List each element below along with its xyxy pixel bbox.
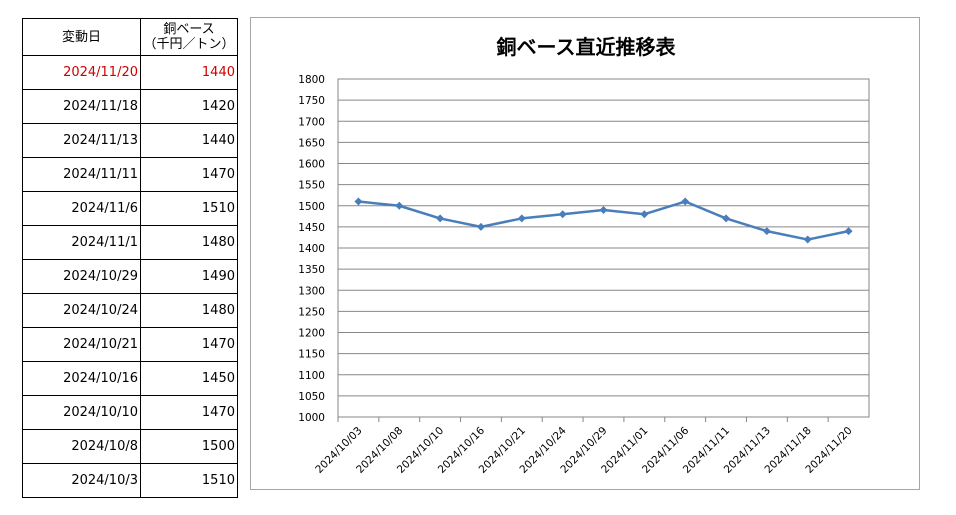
row-price: 1480 [140,225,238,260]
row-date: 2024/10/10 [22,395,141,430]
y-tick-label: 1400 [298,243,325,255]
table-row: 2024/11/20 1440 [22,55,238,90]
table-row: 2024/11/13 1440 [22,123,238,158]
y-tick-label: 1000 [298,412,325,424]
y-tick-label: 1450 [298,222,325,234]
row-price: 1420 [140,89,238,124]
row-price: 1440 [140,55,238,90]
data-point [395,201,404,210]
data-point [762,227,771,236]
header-price-line1: 銅ベース [163,22,215,37]
row-price: 1510 [140,191,238,226]
row-date: 2024/11/1 [22,225,141,260]
row-date: 2024/11/11 [22,157,141,192]
row-price: 1470 [140,395,238,430]
row-price: 1490 [140,259,238,294]
chart-title: 銅ベース直近推移表 [497,35,677,59]
table-row: 2024/10/29 1490 [22,259,238,294]
table-header-row: 変動日 銅ベース （千円／トン） [22,18,238,56]
data-point [681,197,690,206]
data-point [722,214,731,223]
row-date: 2024/11/13 [22,123,141,158]
row-date: 2024/10/21 [22,327,141,362]
y-tick-label: 1550 [298,180,325,192]
header-price-line2: （千円／トン） [143,37,235,52]
table-row: 2024/11/18 1420 [22,89,238,124]
row-date: 2024/10/8 [22,429,141,464]
row-date: 2024/11/18 [22,89,141,124]
row-date: 2024/10/16 [22,361,141,396]
table-row: 2024/10/24 1480 [22,293,238,328]
row-date: 2024/10/24 [22,293,141,328]
table-row: 2024/10/8 1500 [22,429,238,464]
row-price: 1500 [140,429,238,464]
y-tick-label: 1500 [298,201,325,213]
row-price: 1450 [140,361,238,396]
row-date: 2024/10/3 [22,463,141,498]
data-point [354,197,363,206]
data-point [558,210,567,219]
y-tick-label: 1200 [298,328,325,340]
y-tick-label: 1700 [298,116,325,128]
table-row: 2024/10/10 1470 [22,395,238,430]
line-chart: 銅ベース直近推移表 1000 1050 1100 1150 1200 1250 1300 135… [298,35,870,476]
data-point [844,227,853,236]
table-row: 2024/11/11 1470 [22,157,238,192]
row-price: 1510 [140,463,238,498]
y-tick-label: 1350 [298,264,325,276]
data-point [599,205,608,214]
data-point [476,222,485,231]
data-point [517,214,526,223]
y-tick-label: 1150 [298,349,325,361]
y-tick-label: 1100 [298,370,325,382]
header-price: 銅ベース （千円／トン） [140,18,238,56]
y-tick-label: 1800 [298,74,325,86]
data-point [640,210,649,219]
row-price: 1440 [140,123,238,158]
plot-area [337,78,870,418]
table-row: 2024/10/16 1450 [22,361,238,396]
table-row: 2024/11/6 1510 [22,191,238,226]
y-tick-label: 1250 [298,306,325,318]
row-price: 1470 [140,327,238,362]
row-price: 1480 [140,293,238,328]
data-point [803,235,812,244]
y-tick-label: 1300 [298,285,325,297]
y-tick-label: 1600 [298,159,325,171]
table-row: 2024/10/3 1510 [22,463,238,498]
row-date: 2024/11/6 [22,191,141,226]
row-date: 2024/11/20 [22,55,141,90]
y-tick-label: 1050 [298,391,325,403]
price-table: 変動日 銅ベース （千円／トン） 2024/11/20 1440 2024/11/1… [22,18,238,498]
header-date: 変動日 [22,18,141,56]
table-row: 2024/11/1 1480 [22,225,238,260]
row-price: 1470 [140,157,238,192]
table-row: 2024/10/21 1470 [22,327,238,362]
y-tick-label: 1650 [298,137,325,149]
y-tick-label: 1750 [298,95,325,107]
table-body: 2024/11/20 1440 2024/11/18 1420 2024/11/13 14… [22,55,238,498]
data-point [436,214,445,223]
row-date: 2024/10/29 [22,259,141,294]
chart-area: 銅ベース直近推移表 1000 1050 1100 1150 1200 1250 1300 135… [250,17,920,490]
